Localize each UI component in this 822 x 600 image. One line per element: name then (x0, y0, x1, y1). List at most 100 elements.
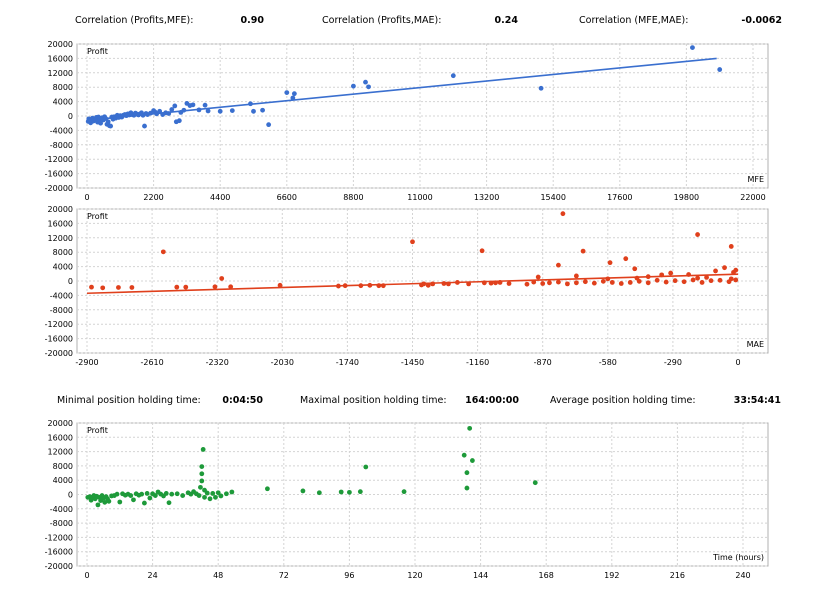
data-point (464, 485, 470, 491)
x-tick-label: -2320 (206, 358, 229, 367)
data-point (681, 279, 687, 285)
x-tick-label: 48 (213, 571, 223, 580)
data-point (248, 101, 253, 107)
data-point (251, 108, 256, 114)
data-point (627, 280, 633, 285)
avg-holding-time-value: 33:54:41 (733, 395, 781, 406)
y-tick-label: 4000 (53, 98, 73, 107)
data-point (600, 278, 606, 284)
x-axis-label: Time (hours) (712, 553, 764, 562)
data-point (180, 493, 186, 498)
data-point (564, 281, 570, 287)
x-tick-label: -290 (664, 358, 682, 367)
data-point (181, 107, 187, 113)
data-point (704, 275, 709, 280)
data-point (169, 491, 175, 497)
data-point (102, 499, 108, 505)
data-point (210, 491, 216, 496)
data-point (116, 285, 121, 290)
x-tick-label: 96 (344, 571, 354, 580)
data-point (199, 464, 205, 470)
x-tick-label: 216 (670, 571, 685, 580)
y-tick-label: 0 (68, 112, 73, 121)
y-tick-label: -4000 (50, 126, 73, 135)
data-point (733, 267, 739, 273)
data-point (228, 284, 234, 290)
y-tick-label: -4000 (50, 505, 73, 514)
corr-profits-mae-label: Correlation (Profits,MAE): (322, 15, 442, 26)
x-tick-label: 8800 (343, 193, 363, 202)
data-point (618, 281, 624, 286)
x-tick-label: 240 (735, 571, 750, 580)
x-tick-label: 4400 (210, 193, 230, 202)
x-tick-label: -2610 (140, 358, 163, 367)
data-point (425, 282, 431, 288)
data-point (466, 281, 472, 287)
x-tick-label: -1450 (401, 358, 424, 367)
data-point (89, 284, 94, 290)
x-tick-label: 2200 (143, 193, 163, 202)
data-point (196, 493, 202, 498)
data-point (573, 280, 579, 286)
y-tick-label: -8000 (50, 306, 73, 315)
y-tick-label: 20000 (48, 419, 73, 428)
y-axis-label: Profit (87, 47, 108, 56)
data-point (183, 284, 189, 290)
data-point (212, 284, 218, 290)
data-point (582, 279, 588, 285)
data-point (207, 496, 213, 502)
y-tick-label: 12000 (48, 448, 73, 457)
x-axis-label: MAE (747, 340, 764, 349)
data-point (199, 471, 205, 477)
data-point (623, 256, 629, 262)
y-tick-label: 12000 (48, 234, 73, 243)
data-point (198, 484, 203, 490)
data-point (166, 500, 172, 506)
data-point (708, 278, 714, 284)
data-point (497, 280, 503, 285)
corr-mfe-mae-value: -0.0062 (741, 15, 782, 26)
trend-line (86, 273, 739, 295)
y-tick-label: 12000 (48, 69, 73, 78)
data-point (488, 280, 494, 286)
data-point (535, 274, 541, 280)
max-holding-time-label: Maximal position holding time: (300, 395, 447, 406)
y-tick-label: 16000 (48, 433, 73, 442)
data-point (106, 498, 112, 504)
avg-holding-time-label: Average position holding time: (550, 395, 696, 406)
data-point (202, 494, 207, 500)
max-holding-time-value: 164:00:00 (465, 395, 519, 406)
data-point (363, 79, 368, 85)
corr-profits-mae-value: 0.24 (494, 15, 518, 26)
data-point (300, 488, 306, 494)
data-point (506, 281, 512, 286)
data-point (695, 275, 700, 281)
y-tick-label: 4000 (53, 476, 73, 485)
data-point (695, 232, 700, 237)
data-point (450, 73, 456, 79)
data-point (260, 107, 265, 113)
data-point (547, 280, 552, 286)
data-point (174, 491, 180, 497)
y-tick-label: 20000 (48, 40, 73, 49)
data-point (152, 493, 158, 498)
data-point (290, 95, 296, 101)
data-point (380, 283, 386, 289)
x-tick-label: 11000 (407, 193, 432, 202)
y-tick-label: -20000 (45, 349, 73, 358)
data-point (316, 490, 322, 496)
data-point (357, 489, 363, 495)
data-point (215, 490, 221, 496)
data-point (461, 452, 467, 458)
data-point (351, 83, 356, 89)
x-tick-label: 22000 (740, 193, 765, 202)
data-point (229, 108, 235, 113)
data-point (532, 480, 538, 486)
data-point (663, 279, 669, 285)
data-point (531, 279, 537, 285)
data-point (454, 280, 460, 285)
data-point (117, 499, 123, 505)
corr-mfe-mae-label: Correlation (MFE,MAE): (579, 15, 689, 26)
data-point (342, 283, 348, 289)
data-point (556, 279, 561, 285)
